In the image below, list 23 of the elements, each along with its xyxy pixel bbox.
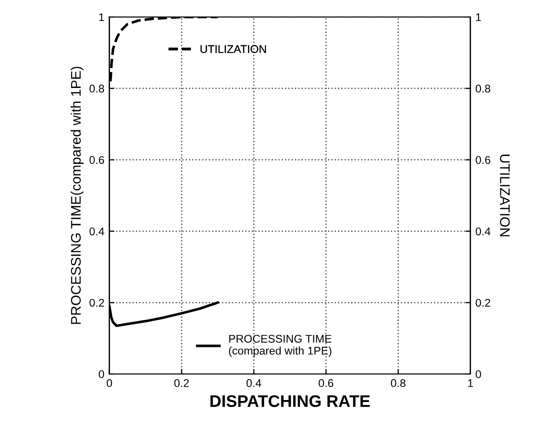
y-tick-label: 0.2 <box>90 298 104 307</box>
y-tick-label: 0.8 <box>90 84 104 93</box>
x-tick-label: 0 <box>106 379 112 388</box>
legend-label: PROCESSING TIME (compared with 1PE) <box>229 334 332 357</box>
y2-axis-title: UTILIZATION <box>500 154 510 236</box>
x-axis-title: DISPATCHING RATE <box>210 395 370 408</box>
x-tick-label: 0.6 <box>318 379 334 388</box>
y-tick-label: 1 <box>99 13 104 22</box>
y-tick-label: 0.6 <box>90 156 104 164</box>
y-tick-label: 0.4 <box>90 227 104 236</box>
x-tick-label: 0.2 <box>174 379 189 388</box>
x-tick-label: 0.4 <box>246 379 262 388</box>
x-tick-label: 1 <box>468 379 473 387</box>
y2-tick-label: 1 <box>476 13 481 22</box>
y2-tick-label: 0.6 <box>476 156 490 164</box>
y2-tick-label: 0.8 <box>476 84 490 93</box>
y-axis-title: PROCESSING TIME(compared with 1PE) <box>70 66 84 324</box>
y2-tick-label: 0.4 <box>476 227 490 236</box>
x-tick-label: 0.8 <box>390 379 406 388</box>
legend-label: UTILIZATION <box>200 45 266 54</box>
y2-tick-label: 0.2 <box>476 298 490 307</box>
y2-tick-label: 0 <box>476 370 482 378</box>
y-tick-label: 0 <box>98 370 104 378</box>
